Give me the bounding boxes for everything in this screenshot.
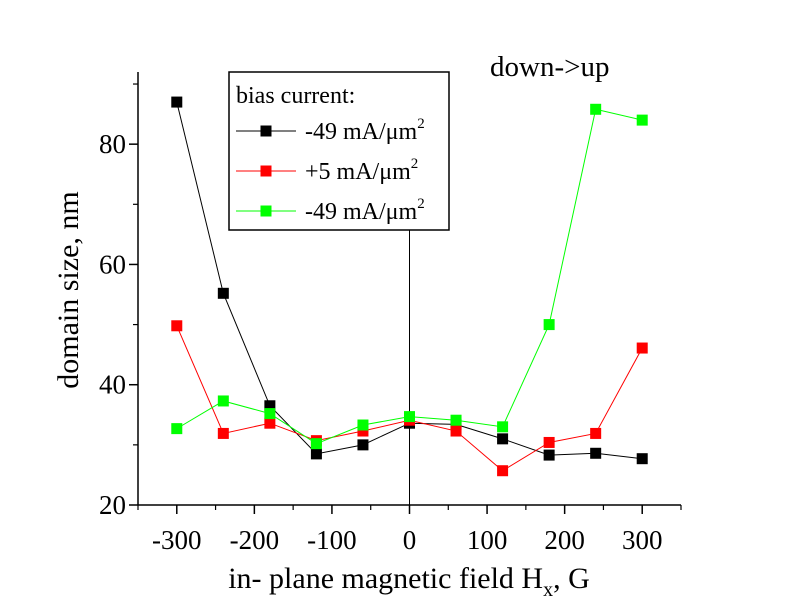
data-point [357,419,369,431]
data-point [264,417,276,429]
legend-title: bias current: [236,83,355,109]
data-point [590,103,602,115]
x-tick-label: 100 [467,525,508,555]
data-point [636,453,648,465]
data-point [497,421,509,433]
data-point [217,427,229,439]
y-tick-label: 40 [99,370,126,400]
y-tick-label: 80 [99,129,126,159]
data-point [264,408,276,420]
legend-entry: +5 mA/μm2 [236,156,418,185]
legend-entries: -49 mA/μm2 +5 mA/μm2 -49 mA/μm2 [236,116,425,225]
x-axis-title-suffix: , G [553,562,590,595]
data-point [357,425,369,437]
y-axis-title: domain size, nm [52,191,85,388]
x-axis-title: in- plane magnetic field Hx, G [228,562,590,601]
x-tick-label: 0 [403,525,417,555]
y-tick-label: 60 [99,249,126,279]
data-point [450,414,462,426]
legend-marker [260,205,272,217]
data-point [590,427,602,439]
x-tick-label: 200 [544,525,585,555]
x-tick-label: -300 [152,525,202,555]
data-point [171,320,183,332]
series-3 [171,103,648,450]
x-tick-label: -100 [307,525,357,555]
x-axis-title-main: in- plane magnetic field H [228,562,543,595]
data-point [217,287,229,299]
y-tick-label: 20 [99,490,126,520]
data-point [310,448,322,460]
data-point [636,114,648,126]
data-point [543,449,555,461]
axes: -300 -200 -100 0 100 200 300 20 40 60 80 [99,72,682,555]
data-point [264,400,276,412]
legend-entry: -49 mA/μm2 [236,196,425,225]
annotation-direction: down->up [490,51,609,83]
data-point [310,438,322,450]
data-point [543,436,555,448]
data-point [171,423,183,435]
data-point [636,342,648,354]
x-tick-label: 300 [622,525,663,555]
x-tick-label: -200 [230,525,280,555]
data-point [217,395,229,407]
data-point [404,411,415,423]
data-point [497,433,509,445]
x-axis-title-sub: x [543,579,553,601]
data-point [590,447,602,459]
data-point [450,425,462,437]
legend-label: -49 mA/μm2 [305,116,425,145]
legend-box [228,71,450,231]
legend: bias current: -49 mA/μm2+5 mA/μm2-49 mA/… [228,71,450,231]
legend-label: +5 mA/μm2 [305,156,418,185]
legend-label: -49 mA/μm2 [305,196,425,225]
data-point [357,439,369,451]
legend-marker [260,165,272,177]
legend-entry: -49 mA/μm2 [236,116,425,145]
data-point [171,96,183,108]
legend-marker [260,125,272,137]
data-point [497,465,509,477]
series-layer [171,96,648,477]
data-point [543,319,555,331]
